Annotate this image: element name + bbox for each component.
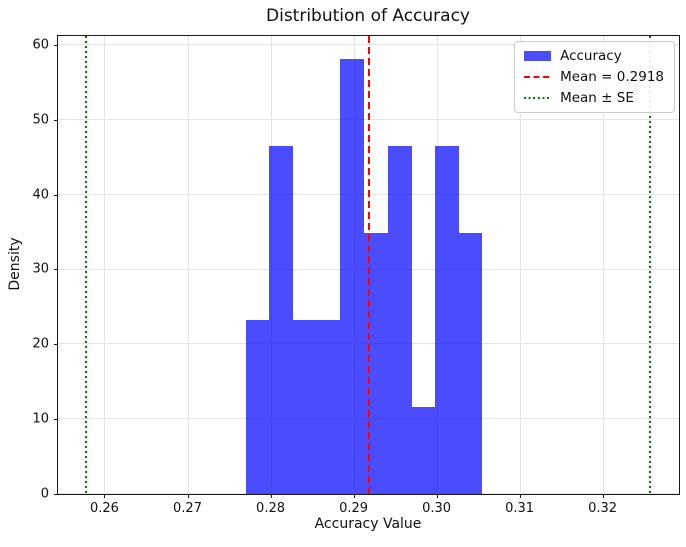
x-gridline <box>519 36 521 494</box>
x-tick-mark <box>602 494 604 498</box>
mean-line <box>367 36 370 494</box>
x-tick-label: 0.32 <box>588 501 618 516</box>
y-tick-mark <box>54 194 58 196</box>
histogram-bar <box>268 146 293 494</box>
x-axis-label: Accuracy Value <box>314 516 422 532</box>
y-tick-label: 30 <box>32 261 49 277</box>
y-tick-label: 60 <box>32 37 49 53</box>
y-tick-mark <box>54 494 58 495</box>
x-tick-label: 0.30 <box>422 501 452 516</box>
plot-area: 0.26 0.27 0.28 0.29 0.30 0.31 0.32 0 10 20 30 40 50 6… <box>32 35 680 516</box>
y-tick-mark <box>54 119 58 121</box>
histogram-bar <box>411 407 435 494</box>
x-tick-mark <box>436 494 438 498</box>
y-tick-label: 10 <box>32 411 49 427</box>
x-tick-label: 0.26 <box>90 501 119 516</box>
legend-label-se: Mean ± SE <box>560 90 634 106</box>
x-tick-label: 0.29 <box>339 501 369 516</box>
y-axis-label: Density <box>7 237 23 291</box>
legend-item-mean: Mean = 0.2918 <box>524 69 664 85</box>
x-tick-label: 0.31 <box>505 501 535 516</box>
x-gridline <box>602 36 604 494</box>
histogram-bar <box>245 319 269 494</box>
legend-swatch-se-line <box>524 97 552 99</box>
x-tick-mark <box>187 494 189 498</box>
y-tick-label: 20 <box>32 336 49 352</box>
x-tick-label: 0.27 <box>173 501 202 516</box>
legend-swatch-accuracy <box>524 51 552 61</box>
histogram-bar <box>458 232 483 494</box>
se-line <box>85 36 87 494</box>
y-tick-label: 40 <box>32 187 49 203</box>
x-tick-mark <box>519 494 521 498</box>
histogram-bar <box>292 319 317 494</box>
y-tick-label: 0 <box>40 486 49 502</box>
x-tick-mark <box>104 494 106 498</box>
chart-title: Distribution of Accuracy <box>266 6 470 26</box>
y-tick-mark <box>54 344 58 346</box>
histogram-bar <box>340 59 364 494</box>
x-tick-label: 0.28 <box>256 501 286 516</box>
histogram-bar <box>316 319 341 494</box>
x-gridline <box>187 36 189 494</box>
x-tick-mark <box>353 494 355 498</box>
legend: Accuracy Mean = 0.2918 Mean ± SE <box>514 41 675 113</box>
legend-label-mean: Mean = 0.2918 <box>560 69 664 85</box>
legend-item-se: Mean ± SE <box>524 90 664 106</box>
se-line <box>648 36 651 494</box>
y-tick-mark <box>54 419 58 421</box>
x-gridline <box>104 36 106 494</box>
y-tick-mark <box>54 269 58 271</box>
histogram-bar <box>434 146 459 494</box>
legend-swatch-mean-line <box>524 76 552 78</box>
legend-item-accuracy: Accuracy <box>524 48 664 64</box>
legend-label-accuracy: Accuracy <box>560 48 622 64</box>
y-tick-mark <box>54 44 58 46</box>
y-tick-label: 50 <box>32 112 49 128</box>
x-tick-mark <box>270 494 272 498</box>
histogram-bar <box>387 146 412 494</box>
